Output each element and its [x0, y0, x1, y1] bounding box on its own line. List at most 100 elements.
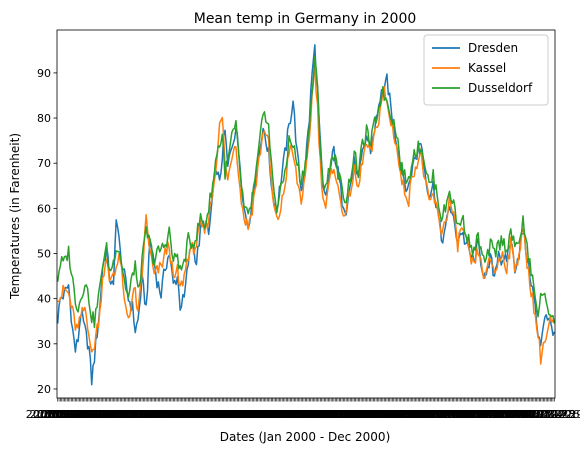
x-tick-label: 2000-03-13 — [124, 408, 188, 421]
x-tick-label: 2000-05-27 — [226, 408, 290, 421]
x-tick-label: 2000-01-10 — [38, 408, 102, 421]
y-tick-label: 80 — [37, 112, 51, 125]
y-tick-label: 70 — [37, 157, 51, 170]
legend-label: Kassel — [468, 61, 506, 75]
x-tick-label: 2000-04-24 — [181, 408, 245, 421]
x-tick-label: 2000-06-17 — [254, 408, 318, 421]
x-tick-label: 2000-02-06 — [75, 408, 139, 421]
x-tick-label: 2000-11-11 — [454, 408, 518, 421]
x-tick-label: 2000-09-24 — [389, 408, 453, 421]
x-tick-label: 2000-06-08 — [242, 408, 306, 421]
y-axis-label: Temperatures (in Farenheit) — [8, 133, 22, 300]
x-tick-label: 2000-10-27 — [434, 408, 498, 421]
x-tick-label: 2000-02-09 — [79, 408, 143, 421]
x-tick-label: 2000-12-02 — [483, 408, 547, 421]
x-tick-label: 2000-07-11 — [287, 408, 351, 421]
x-tick-label: 2000-07-17 — [295, 408, 359, 421]
x-tick-label: 2000-08-10 — [328, 408, 392, 421]
x-tick-label: 2000-10-12 — [413, 408, 477, 421]
x-tick-label: 2000-07-29 — [311, 408, 375, 421]
x-tick-label: 2000-03-31 — [148, 408, 212, 421]
x-tick-label: 2000-03-04 — [111, 408, 175, 421]
x-tick-label: 2000-11-17 — [462, 408, 526, 421]
x-tick-label: 2000-11-02 — [442, 408, 506, 421]
x-tick-label: 2000-06-20 — [258, 408, 322, 421]
x-tick-label: 2000-10-03 — [401, 408, 465, 421]
x-tick-label: 2000-04-21 — [177, 408, 241, 421]
x-tick-label: 2000-01-13 — [42, 408, 106, 421]
chart-title: Mean temp in Germany in 2000 — [194, 11, 417, 27]
x-tick-label: 2000-08-13 — [332, 408, 396, 421]
series-line-kassel — [57, 60, 556, 365]
x-tick-label: 2000-09-18 — [381, 408, 445, 421]
x-tick-label: 2000-03-10 — [120, 408, 184, 421]
x-tick-label: 2000-11-20 — [467, 408, 531, 421]
legend-label: Dresden — [468, 41, 518, 55]
x-tick-label: 2000-02-21 — [95, 408, 159, 421]
x-tick-label: 2000-02-15 — [87, 408, 151, 421]
plot-frame — [56, 29, 556, 399]
x-tick-label: 2000-10-09 — [409, 408, 473, 421]
x-tick-label: 2000-02-24 — [99, 408, 163, 421]
x-tick-label: 2000-10-06 — [405, 408, 469, 421]
x-tick-label: 2000-12-20 — [507, 408, 571, 421]
x-tick-label: 2000-03-25 — [140, 408, 204, 421]
x-tick-label: 2000-04-03 — [152, 408, 216, 421]
x-tick-label: 2000-03-22 — [136, 408, 200, 421]
x-tick-label: 2000-07-08 — [283, 408, 347, 421]
x-tick-label: 2000-08-31 — [356, 408, 420, 421]
x-tick-label: 2000-10-30 — [438, 408, 502, 421]
x-tick-label: 2000-09-12 — [373, 408, 437, 421]
x-tick-label: 2000-12-14 — [499, 408, 563, 421]
x-axis-label: Dates (Jan 2000 - Dec 2000) — [220, 430, 391, 444]
series-line-dresden — [56, 44, 556, 386]
y-tick-label: 30 — [37, 338, 51, 351]
series-lines — [56, 44, 556, 386]
x-tick-label: 2000-05-30 — [230, 408, 294, 421]
x-tick-label: 2000-09-21 — [385, 408, 449, 421]
x-tick-label: 2000-02-27 — [103, 408, 167, 421]
x-tick-label: 2000-01-25 — [58, 408, 122, 421]
x-tick-label: 2000-01-01 — [26, 408, 90, 421]
x-tick-label: 2000-03-16 — [128, 408, 192, 421]
y-tick-label: 50 — [37, 248, 51, 261]
x-tick-label: 2000-09-30 — [397, 408, 461, 421]
plot-area: 2000-01-012000-01-042000-01-072000-01-10… — [26, 29, 580, 421]
x-tick-label: 2000-04-15 — [169, 408, 233, 421]
x-tick-label: 2000-12-23 — [511, 408, 575, 421]
x-tick-label: 2000-01-19 — [50, 408, 114, 421]
x-tick-label: 2000-12-05 — [487, 408, 551, 421]
x-tick-label: 2000-09-27 — [393, 408, 457, 421]
legend-label: Dusseldorf — [468, 81, 533, 95]
x-tick-label: 2000-05-03 — [193, 408, 257, 421]
x-tick-label: 2000-01-16 — [46, 408, 110, 421]
x-tick-label: 2000-04-12 — [164, 408, 228, 421]
x-tick-label: 2000-07-14 — [291, 408, 355, 421]
x-tick-label: 2000-05-12 — [205, 408, 269, 421]
x-tick-label: 2000-08-28 — [352, 408, 416, 421]
y-tick-label: 90 — [37, 67, 51, 80]
x-tick-label: 2000-09-06 — [365, 408, 429, 421]
x-tick-label: 2000-09-03 — [360, 408, 424, 421]
x-tick-label: 2000-05-06 — [197, 408, 261, 421]
x-tick-label: 2000-11-23 — [471, 408, 535, 421]
x-tick-label: 2000-05-15 — [209, 408, 273, 421]
x-tick-label: 2000-05-09 — [201, 408, 265, 421]
series-line-dusseldorf — [56, 56, 556, 329]
x-tick-label: 2000-12-17 — [503, 408, 567, 421]
x-tick-label: 2000-03-19 — [132, 408, 196, 421]
x-tick-label: 2000-02-12 — [83, 408, 147, 421]
x-tick-label: 2000-10-18 — [422, 408, 486, 421]
x-tick-label: 2000-05-18 — [213, 408, 277, 421]
y-tick-label: 60 — [37, 202, 51, 215]
x-tick-label: 2000-06-05 — [238, 408, 302, 421]
x-tick-label: 2000-06-26 — [267, 408, 331, 421]
x-tick-label: 2000-11-14 — [458, 408, 522, 421]
x-tick-label: 2000-01-22 — [54, 408, 118, 421]
x-tick-label: 2000-07-20 — [299, 408, 363, 421]
x-tick-label: 2000-06-14 — [250, 408, 314, 421]
x-tick-label: 2000-04-06 — [156, 408, 220, 421]
x-tick-label: 2000-09-09 — [369, 408, 433, 421]
x-tick-label: 2000-01-04 — [30, 408, 94, 421]
